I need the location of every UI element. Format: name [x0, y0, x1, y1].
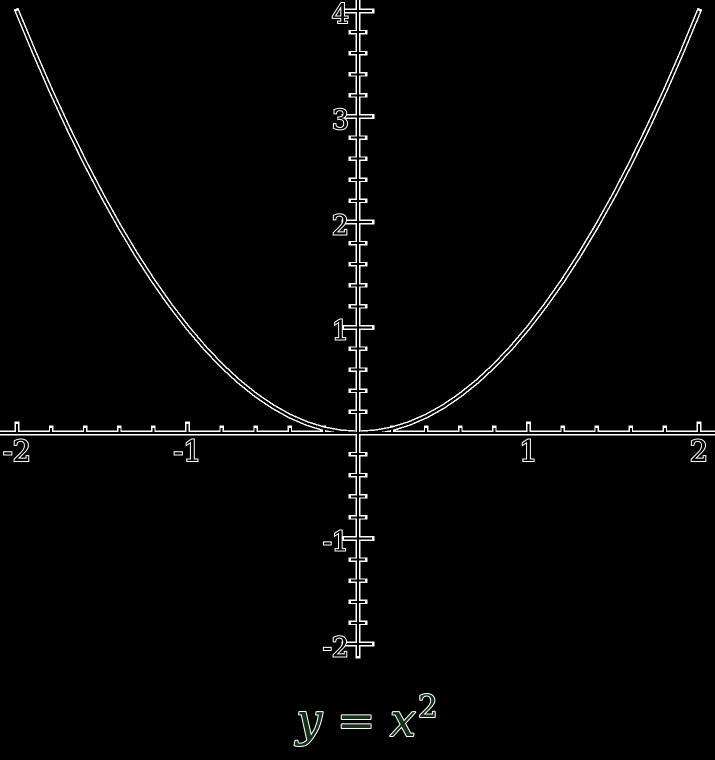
- x-tick-label: -1: [173, 434, 201, 468]
- x-tick-label: 1: [519, 434, 537, 468]
- plot-title-main: y = x: [294, 693, 416, 747]
- y-tick-label: 2: [332, 211, 349, 242]
- plot-title: y = x2: [294, 689, 437, 747]
- y-tick-label: -1: [323, 527, 349, 558]
- y-tick-label: 1: [332, 316, 349, 347]
- x-tick-label: 2: [690, 434, 708, 468]
- y-tick-label: 4: [332, 0, 349, 31]
- y-tick-label: -2: [323, 633, 349, 664]
- plot-title-exponent: 2: [418, 689, 438, 725]
- y-tick-labels: 4 3 2 1 -1 -2: [322, 0, 350, 665]
- x-tick-label: -2: [3, 434, 31, 468]
- parabola-curve-core: [15, 10, 701, 435]
- y-tick-label: 3: [332, 105, 349, 136]
- x-tick-labels: -2 -1 1 2: [2, 433, 709, 469]
